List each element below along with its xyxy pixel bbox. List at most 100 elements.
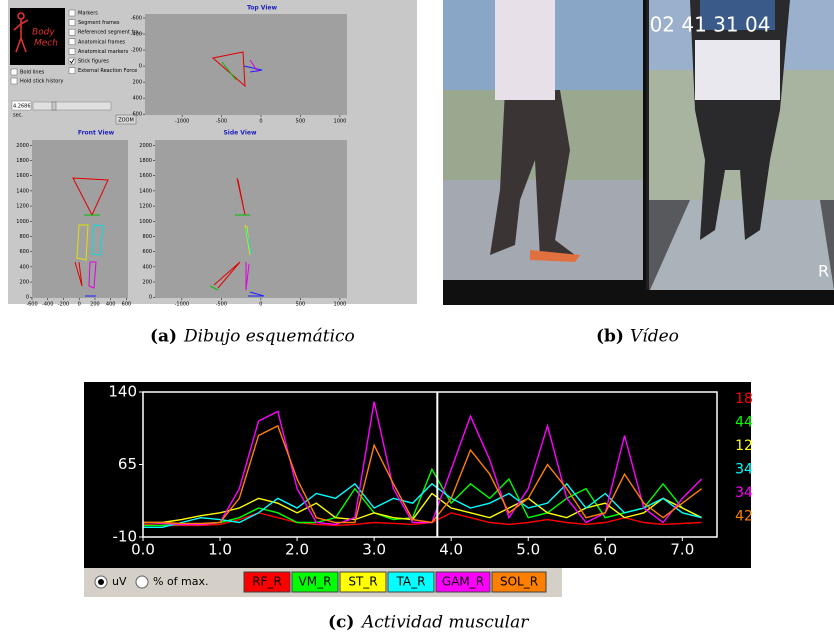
y-tick-label: 2000 <box>16 143 29 149</box>
x-tick-label: -600 <box>26 302 37 308</box>
x-tick-label: -1000 <box>175 302 190 308</box>
video-marker: R <box>818 262 829 281</box>
y-tick-label: 1400 <box>139 188 152 194</box>
logo-text: Body <box>32 28 55 38</box>
checkbox[interactable] <box>69 58 75 64</box>
unit-label: uV <box>112 575 127 588</box>
radio-dot <box>98 579 104 585</box>
checkbox-label: Anatomical markers <box>78 49 129 55</box>
y-tick-label: 800 <box>19 234 29 240</box>
x-tick-label: 600 <box>122 302 132 308</box>
y-tick-label: 200 <box>132 80 142 86</box>
y-tick-label: 2000 <box>139 143 152 149</box>
y-tick-label: 1000 <box>139 219 152 225</box>
y-tick-label: 0 <box>139 64 142 70</box>
zoom-label: ZOOM <box>118 118 134 124</box>
legend-label: TA_R <box>396 575 426 589</box>
caption-text: Actividad muscular <box>360 613 529 633</box>
checkbox[interactable] <box>11 69 17 75</box>
checkbox[interactable] <box>69 39 75 45</box>
y-tick-label: 65 <box>118 455 137 473</box>
view-plot <box>155 140 347 298</box>
time-slider[interactable] <box>33 102 111 110</box>
slider-thumb[interactable] <box>52 102 56 110</box>
page: {"figure": { "panel_a": { "logo": ["Body… <box>0 0 834 642</box>
y-tick-label: 1400 <box>16 188 29 194</box>
checkbox[interactable] <box>69 20 75 26</box>
video-frame <box>443 0 834 305</box>
y-tick-label: 400 <box>19 264 29 270</box>
x-tick-label: 0.0 <box>131 541 155 559</box>
x-tick-label: 0 <box>78 302 81 308</box>
y-tick-label: -600 <box>131 16 142 22</box>
caption-label: (b) <box>596 327 624 347</box>
y-tick-label: 1000 <box>16 219 29 225</box>
x-tick-label: 500 <box>296 119 306 125</box>
y-tick-label: 0 <box>149 295 152 301</box>
y-tick-label: 0 <box>26 295 29 301</box>
view-title: Front View <box>78 130 115 137</box>
legend-label: RF_R <box>252 575 282 589</box>
x-tick-label: 400 <box>106 302 116 308</box>
y-tick-label: 1200 <box>16 204 29 210</box>
x-tick-label: -500 <box>216 119 227 125</box>
current-value: 44 <box>735 415 753 431</box>
x-tick-label: 1000 <box>334 302 347 308</box>
emg-background <box>84 382 751 568</box>
x-tick-label: -1000 <box>175 119 190 125</box>
time-value: 4.2686 <box>13 104 31 110</box>
legend-label: GAM_R <box>442 575 484 589</box>
radio-button[interactable] <box>136 576 148 588</box>
checkbox[interactable] <box>69 29 75 35</box>
x-tick-label: 3.0 <box>362 541 386 559</box>
y-tick-label: 200 <box>142 280 152 286</box>
legend-label: VM_R <box>299 575 332 589</box>
y-tick-label: 1200 <box>139 204 152 210</box>
checkbox[interactable] <box>69 10 75 16</box>
checkbox-label: External Reaction Force <box>78 68 137 74</box>
video-timestamp: 02 41 31 04 <box>650 13 771 37</box>
view-title: Side View <box>223 130 256 137</box>
y-tick-label: -200 <box>131 48 142 54</box>
y-tick-label: 600 <box>19 249 29 255</box>
x-tick-label: 4.0 <box>439 541 463 559</box>
x-tick-label: 6.0 <box>593 541 617 559</box>
caption-text: Dibujo esquemático <box>183 327 355 347</box>
x-tick-label: 200 <box>90 302 100 308</box>
y-tick-label: 200 <box>19 280 29 286</box>
checkbox[interactable] <box>11 78 17 84</box>
x-tick-label: 1.0 <box>208 541 232 559</box>
current-value: 42 <box>735 509 753 525</box>
current-value: 34 <box>735 462 753 478</box>
current-value: 12 <box>735 438 753 454</box>
view-plot <box>32 140 128 298</box>
y-tick-label: 600 <box>142 249 152 255</box>
y-tick-label: 1600 <box>16 173 29 179</box>
unit-label: % of max. <box>153 575 209 588</box>
legend-label: ST_R <box>348 575 377 589</box>
y-tick-label: 140 <box>108 383 137 401</box>
y-tick-label: 400 <box>142 264 152 270</box>
y-tick-label: 600 <box>132 112 142 118</box>
time-unit: sec. <box>13 113 23 119</box>
x-tick-label: 2.0 <box>285 541 309 559</box>
checkbox-label: Hold stick history <box>20 79 63 85</box>
x-tick-label: 0 <box>259 302 262 308</box>
caption-label: (a) <box>150 327 177 347</box>
x-tick-label: 0 <box>259 119 262 125</box>
y-tick-label: 1800 <box>16 158 29 164</box>
checkbox-label: Bold lines <box>20 70 45 76</box>
checkbox[interactable] <box>69 68 75 74</box>
legend-label: SOL_R <box>500 575 538 589</box>
y-tick-label: 1600 <box>139 173 152 179</box>
logo-text: Mech <box>34 39 58 49</box>
y-tick-label: -400 <box>131 32 142 38</box>
checkbox-label: Markers <box>78 11 98 17</box>
x-tick-label: -200 <box>58 302 69 308</box>
view-plot <box>145 14 347 115</box>
current-value: 18 <box>735 391 753 407</box>
checkbox[interactable] <box>69 48 75 54</box>
x-tick-label: 5.0 <box>516 541 540 559</box>
caption-text: Vídeo <box>630 327 679 347</box>
view-title: Top View <box>247 5 277 12</box>
